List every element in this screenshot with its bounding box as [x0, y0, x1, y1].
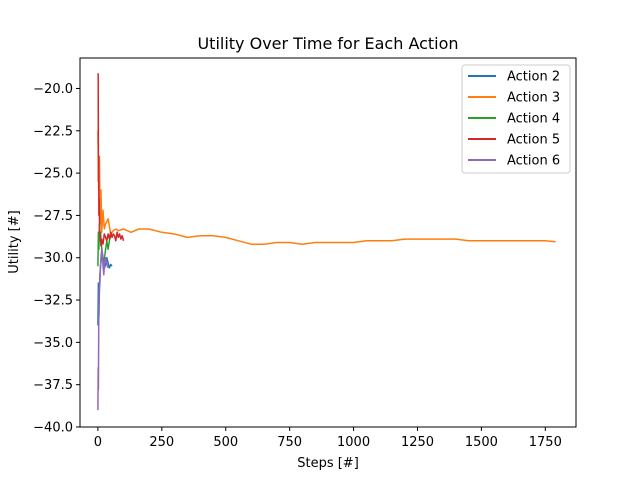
legend-label-action-3: Action 3 [507, 91, 560, 106]
series-layer [97, 73, 556, 411]
x-tick-label: 1000 [337, 435, 370, 450]
legend-label-action-2: Action 2 [507, 70, 560, 85]
x-tick-label: 500 [213, 435, 238, 450]
series-line-action-3 [97, 130, 556, 245]
y-tick-label: −27.5 [33, 209, 73, 224]
legend-label-action-5: Action 5 [507, 133, 560, 148]
x-tick-label: 750 [277, 435, 302, 450]
plot-frame [79, 57, 577, 428]
x-axis-title: Steps [#] [297, 456, 359, 471]
x-tick-label: 1750 [529, 435, 562, 450]
y-tick-label: −20.0 [33, 82, 73, 97]
x-tick-label: 1500 [465, 435, 498, 450]
x-tick-label: 1250 [401, 435, 434, 450]
y-tick-label: −35.0 [33, 336, 73, 351]
plot-area [79, 57, 577, 428]
y-tick-label: −30.0 [33, 251, 73, 266]
y-tick-label: −40.0 [33, 421, 73, 436]
x-axis: 0 250 500 750 1000 1250 1500 1750 [94, 427, 562, 450]
y-tick-label: −37.5 [33, 378, 73, 393]
x-tick-label: 0 [94, 435, 102, 450]
y-axis-title: Utility [#] [7, 210, 22, 273]
x-tick-label: 250 [149, 435, 174, 450]
y-axis: −40.0 −37.5 −35.0 −32.5 −30.0 −27.5 −25.0 −22.5… [33, 82, 80, 436]
legend: Action 2 Action 3 Action 4 Action 5 Action 6 [461, 64, 571, 174]
legend-label-action-4: Action 4 [507, 112, 560, 127]
y-tick-label: −32.5 [33, 294, 73, 309]
series-line-action-5 [97, 73, 125, 247]
y-tick-label: −22.5 [33, 124, 73, 139]
chart-title: Utility Over Time for Each Action [197, 34, 458, 53]
legend-box [461, 64, 571, 174]
legend-label-action-6: Action 6 [507, 154, 560, 169]
series-line-action-6 [97, 248, 109, 411]
y-tick-label: −25.0 [33, 167, 73, 182]
